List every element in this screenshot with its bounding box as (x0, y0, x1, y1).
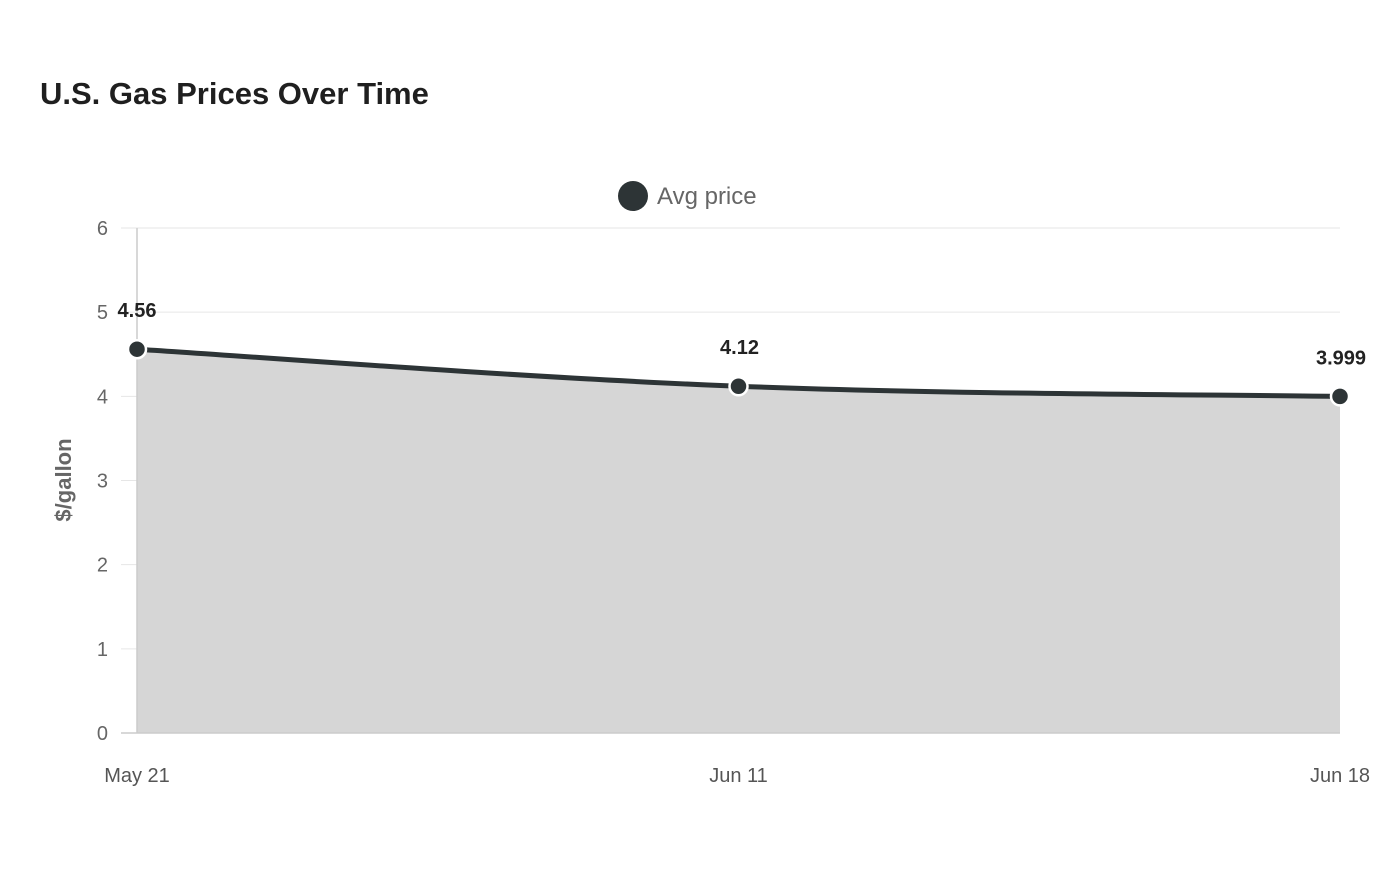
legend-marker (618, 181, 648, 211)
y-tick-label: 3 (97, 471, 108, 493)
data-point[interactable] (126, 338, 148, 360)
data-point[interactable] (1329, 386, 1351, 407)
legend[interactable]: Avg price (618, 181, 757, 211)
y-tick-label: 2 (97, 555, 108, 577)
y-axis: 0 1 2 3 4 5 6 (97, 218, 108, 745)
y-tick-label: 1 (97, 639, 108, 661)
x-tick-label: May 21 (104, 765, 170, 787)
data-label: 4.56 (118, 300, 157, 322)
y-tick-label: 5 (97, 302, 108, 324)
y-tick-label: 0 (97, 723, 108, 745)
area-fill (137, 349, 1340, 733)
y-axis-title: $/gallon (51, 438, 76, 521)
data-label: 4.12 (720, 337, 759, 359)
x-tick-label: Jun 18 (1310, 765, 1370, 787)
data-labels: 4.56 4.12 3.999 (118, 300, 1367, 369)
legend-label: Avg price (657, 183, 757, 210)
data-point[interactable] (728, 375, 749, 397)
x-tick-label: Jun 11 (709, 765, 768, 787)
x-axis: May 21 Jun 11 Jun 18 (104, 765, 1370, 787)
y-tick-label: 6 (97, 218, 108, 240)
chart-title: U.S. Gas Prices Over Time (40, 76, 429, 111)
y-tick-label: 4 (97, 386, 108, 408)
data-points (126, 338, 1351, 407)
data-label: 3.999 (1316, 347, 1366, 369)
